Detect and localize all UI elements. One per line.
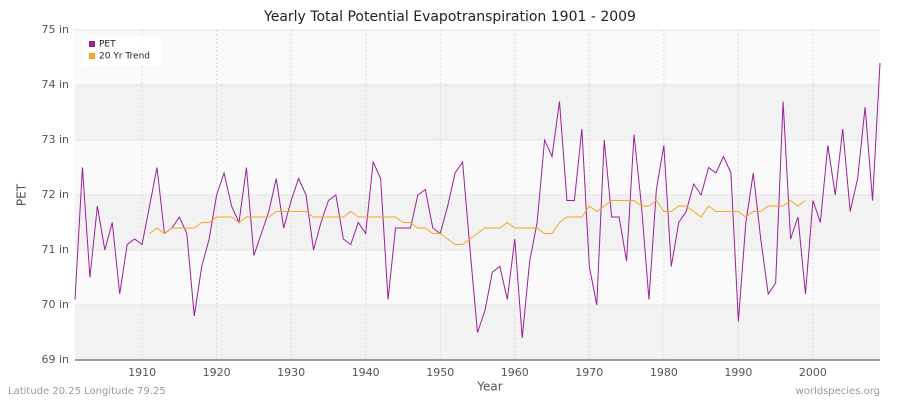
x-tick-label: 1980 [650, 366, 678, 379]
x-tick-label: 1940 [352, 366, 380, 379]
x-tick-label: 1930 [277, 366, 305, 379]
plot-band [75, 140, 880, 195]
chart-title: Yearly Total Potential Evapotranspiratio… [263, 9, 636, 25]
x-axis-label: Year [476, 380, 502, 394]
plot-band [75, 30, 880, 85]
legend-swatch [89, 41, 95, 47]
x-tick-label: 1960 [501, 366, 529, 379]
footer-location: Latitude 20.25 Longitude 79.25 [8, 386, 166, 397]
y-tick-label: 73 in [41, 133, 69, 146]
y-tick-label: 72 in [41, 188, 69, 201]
y-tick-label: 70 in [41, 298, 69, 311]
x-tick-label: 2000 [799, 366, 827, 379]
legend-label: PET [99, 40, 116, 50]
y-tick-label: 75 in [41, 23, 69, 36]
legend-box [83, 36, 161, 66]
plot-band [75, 250, 880, 305]
x-tick-label: 1970 [575, 366, 603, 379]
data-line [149, 199, 806, 245]
legend-swatch [89, 53, 95, 59]
legend-label: 20 Yr Trend [99, 52, 150, 62]
y-tick-label: 69 in [41, 353, 69, 366]
x-tick-label: 1910 [128, 366, 156, 379]
y-tick-label: 74 in [41, 78, 69, 91]
y-tick-label: 71 in [41, 243, 69, 256]
x-tick-label: 1950 [426, 366, 454, 379]
data-line [74, 62, 881, 339]
x-tick-label: 1990 [724, 366, 752, 379]
plot-band [75, 85, 880, 140]
y-axis-label: PET [15, 183, 29, 206]
footer-source: worldspecies.org [796, 386, 880, 397]
x-tick-label: 1920 [203, 366, 231, 379]
